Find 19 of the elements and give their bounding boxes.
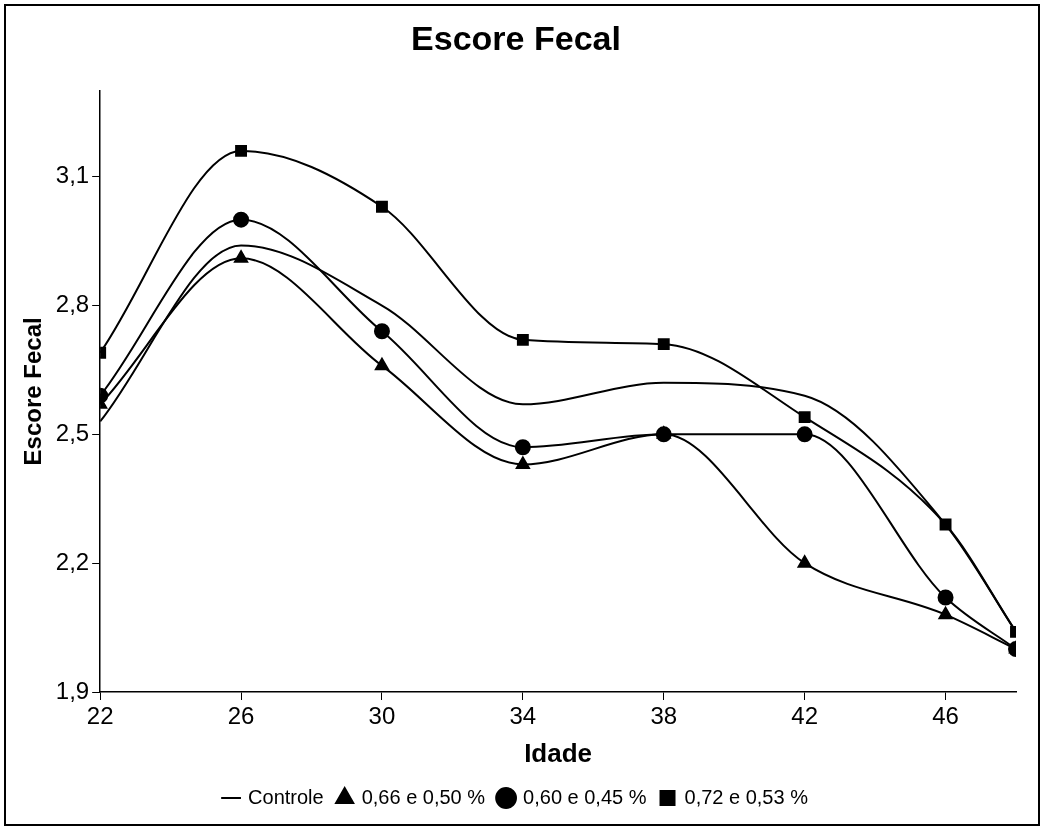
x-tick-label: 38 <box>650 702 678 730</box>
legend-label: Controle <box>248 785 324 808</box>
x-tick-label: 42 <box>791 702 818 730</box>
x-tick-label: 34 <box>509 702 537 730</box>
y-tick-label: 3,1 <box>55 161 90 189</box>
legend-label: 0,60 e 0,45 % <box>523 785 647 808</box>
x-tick-label: 46 <box>932 702 959 730</box>
x-tick-label: 30 <box>368 702 396 730</box>
y-axis-title: Escore Fecal <box>19 317 47 466</box>
chart-title: Escore Fecal <box>411 18 621 57</box>
x-axis-title: Idade <box>524 737 593 768</box>
y-tick-label: 2,5 <box>55 418 90 446</box>
y-tick-label: 2,2 <box>55 547 90 575</box>
y-tick-label: 2,8 <box>55 290 90 318</box>
y-tick-label: 1,9 <box>55 676 90 704</box>
legend-label: 0,72 e 0,53 % <box>684 785 809 808</box>
legend-label: 0,66 e 0,50 % <box>361 785 486 808</box>
x-tick-label: 22 <box>86 702 114 730</box>
x-tick-label: 26 <box>227 702 255 730</box>
